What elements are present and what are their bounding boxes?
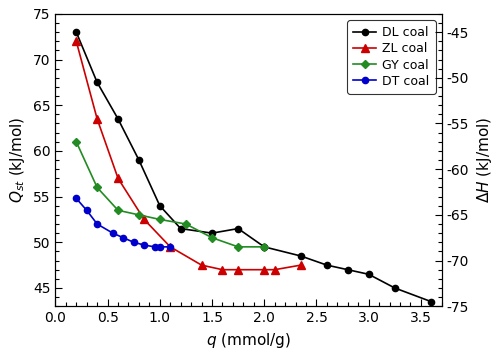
Y-axis label: $\Delta H$ (kJ/mol): $\Delta H$ (kJ/mol) xyxy=(474,117,492,203)
DL coal xyxy=(297,254,303,258)
ZL coal xyxy=(234,267,240,272)
Legend: DL coal, ZL coal, GY coal, DT coal: DL coal, ZL coal, GY coal, DT coal xyxy=(346,20,435,94)
Line: DL coal: DL coal xyxy=(73,29,433,305)
GY coal xyxy=(182,222,188,226)
DT coal xyxy=(141,243,147,247)
Line: DT coal: DT coal xyxy=(73,195,173,250)
ZL coal xyxy=(261,267,267,272)
GY coal xyxy=(115,208,121,212)
GY coal xyxy=(94,185,100,190)
X-axis label: $q$ (mmol/g): $q$ (mmol/g) xyxy=(205,331,291,350)
DT coal xyxy=(130,240,136,245)
ZL coal xyxy=(198,263,204,267)
DT coal xyxy=(120,236,126,240)
DL coal xyxy=(73,30,79,34)
GY coal xyxy=(208,236,214,240)
DL coal xyxy=(344,267,350,272)
DL coal xyxy=(391,286,397,290)
ZL coal xyxy=(219,267,225,272)
ZL coal xyxy=(94,117,100,121)
DL coal xyxy=(208,231,214,235)
DL coal xyxy=(136,158,142,162)
DT coal xyxy=(156,245,162,249)
DL coal xyxy=(115,117,121,121)
DT coal xyxy=(110,231,116,235)
GY coal xyxy=(136,213,142,217)
DL coal xyxy=(365,272,371,276)
DT coal xyxy=(73,196,79,200)
DL coal xyxy=(156,204,162,208)
DL coal xyxy=(94,80,100,84)
DL coal xyxy=(177,226,183,231)
GY coal xyxy=(261,245,267,249)
DT coal xyxy=(151,245,157,249)
DL coal xyxy=(323,263,329,267)
DL coal xyxy=(261,245,267,249)
GY coal xyxy=(234,245,240,249)
Line: ZL coal: ZL coal xyxy=(72,38,304,274)
ZL coal xyxy=(73,39,79,43)
DL coal xyxy=(427,300,433,304)
GY coal xyxy=(73,140,79,144)
ZL coal xyxy=(141,217,147,222)
ZL coal xyxy=(167,245,173,249)
DT coal xyxy=(167,245,173,249)
Line: GY coal: GY coal xyxy=(73,139,267,250)
Y-axis label: $Q_{st}$ (kJ/mol): $Q_{st}$ (kJ/mol) xyxy=(9,117,27,203)
GY coal xyxy=(156,217,162,222)
ZL coal xyxy=(115,176,121,180)
DL coal xyxy=(234,226,240,231)
DT coal xyxy=(94,222,100,226)
DT coal xyxy=(84,208,90,212)
ZL coal xyxy=(297,263,303,267)
ZL coal xyxy=(271,267,277,272)
